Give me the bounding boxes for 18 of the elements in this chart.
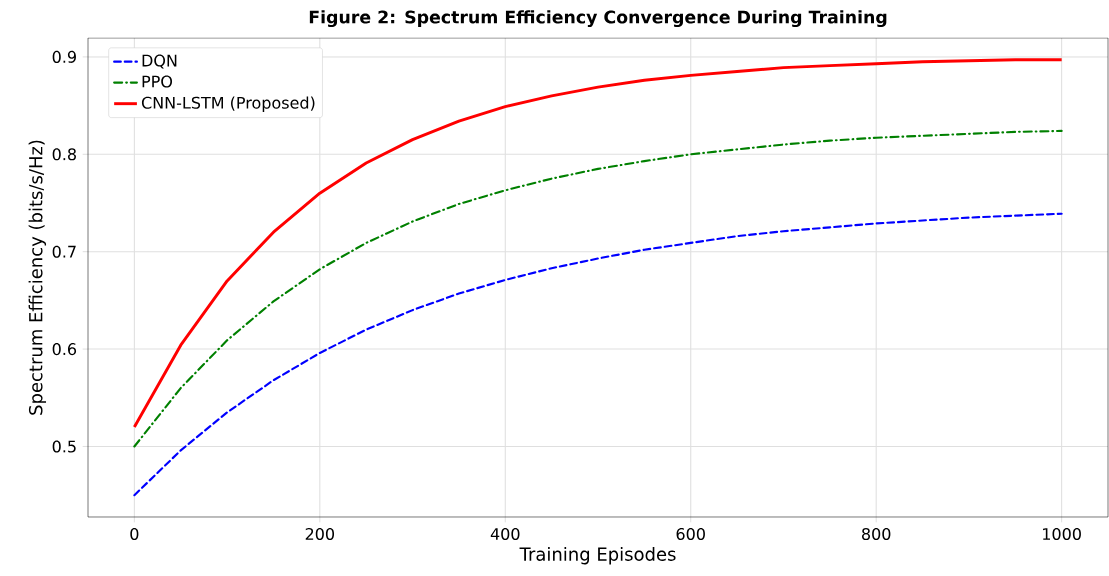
y-axis-title: Spectrum Efficiency (bits/s/Hz) (28, 140, 47, 415)
legend-label: DQN (142, 54, 177, 69)
chart-title: Figure 2: Spectrum Efficiency Convergence During Training (309, 10, 887, 28)
legend-label: CNN-LSTM (Proposed) (141, 96, 315, 112)
x-tick-label: 600 (676, 527, 705, 541)
x-tick-label: 200 (305, 527, 335, 541)
y-tick-label: 0.5 (52, 440, 76, 453)
y-tick-label: 0.9 (52, 50, 76, 63)
x-tick-label: 1000 (1043, 527, 1081, 541)
y-tick-label: 0.8 (52, 148, 76, 161)
legend-label: PPO (142, 75, 173, 88)
y-tick-label: 0.7 (52, 245, 76, 258)
x-tick-label: 400 (490, 527, 520, 541)
y-tick-label: 0.6 (52, 343, 77, 356)
line-series (133, 129, 1063, 448)
x-axis-title: Training Episodes (519, 546, 676, 565)
x-tick-label: 0 (130, 527, 139, 541)
x-tick-label: 800 (862, 527, 891, 541)
